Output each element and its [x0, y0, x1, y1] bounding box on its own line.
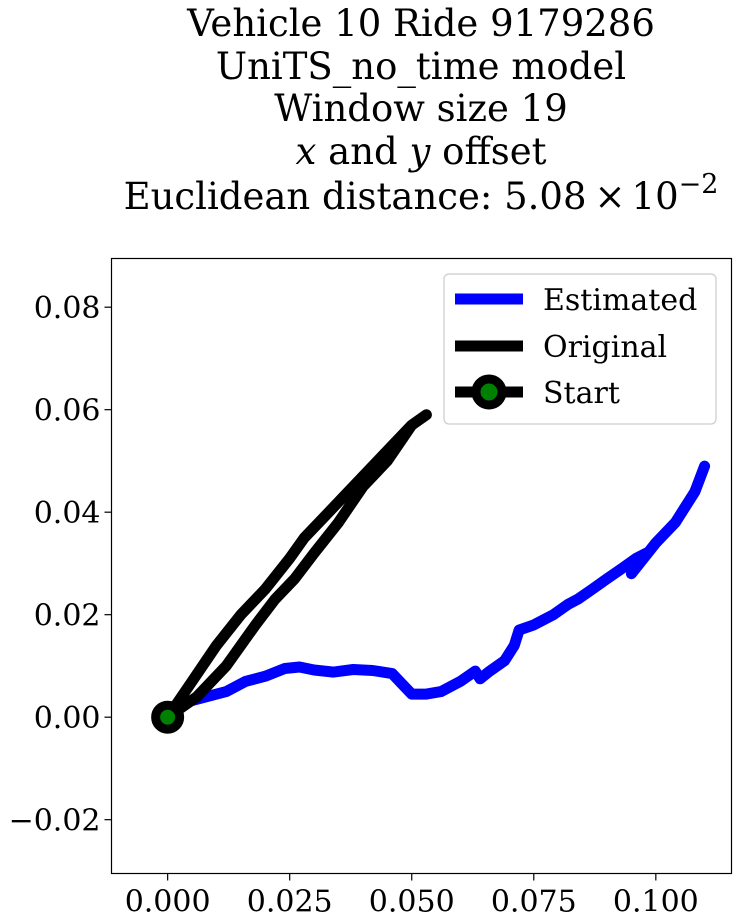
- y-axis: −0.02 0.00 0.02 0.04 0.06 0.08: [9, 291, 112, 839]
- legend-start-label: Start: [543, 376, 620, 411]
- title-line-3: Window size 19: [274, 87, 568, 130]
- title-line-1: Vehicle 10 Ride 9179286: [186, 2, 655, 45]
- x-tick-label: 0.050: [369, 885, 455, 920]
- title-y-symbol: y: [408, 130, 432, 173]
- series-estimated-line: [162, 460, 711, 723]
- legend-original-label: Original: [543, 330, 667, 365]
- title-base: 10: [632, 175, 679, 218]
- y-tick-label: 0.00: [34, 701, 101, 736]
- legend-estimated-label: Estimated: [543, 283, 697, 318]
- y-tick-label: 0.02: [34, 599, 101, 634]
- title-offset-text: offset: [430, 130, 546, 173]
- title-line-2: UniTS_no_time model: [216, 45, 626, 89]
- title-x-symbol: x: [296, 130, 317, 173]
- y-tick-label: 0.04: [34, 496, 101, 531]
- title-and-text: and: [316, 130, 409, 173]
- x-tick-label: 0.000: [125, 885, 211, 920]
- x-axis: 0.000 0.025 0.050 0.075 0.100: [125, 873, 699, 920]
- title-times-sign: ×: [595, 175, 626, 218]
- x-tick-label: 0.075: [491, 885, 577, 920]
- y-tick-label: 0.06: [34, 394, 101, 429]
- chart-title: Vehicle 10 Ride 9179286 UniTS_no_time mo…: [124, 2, 719, 218]
- y-tick-label: 0.08: [34, 291, 101, 326]
- legend-start-marker: [471, 374, 507, 410]
- title-line-4: x and y offset: [296, 130, 547, 173]
- series-layer: [151, 409, 711, 734]
- y-tick-label: −0.02: [9, 804, 101, 839]
- plot-frame: [110, 257, 733, 875]
- title-exponent: −2: [679, 169, 719, 200]
- title-distance-text: Euclidean distance: 5.08: [124, 175, 587, 218]
- x-tick-label: 0.100: [613, 885, 699, 920]
- x-tick-label: 0.025: [247, 885, 333, 920]
- title-line-5: Euclidean distance: 5.08 × 10−2: [124, 169, 719, 218]
- series-start-marker: [151, 700, 185, 734]
- series-original-line: [162, 409, 432, 723]
- legend: Estimated Original Start: [443, 273, 717, 425]
